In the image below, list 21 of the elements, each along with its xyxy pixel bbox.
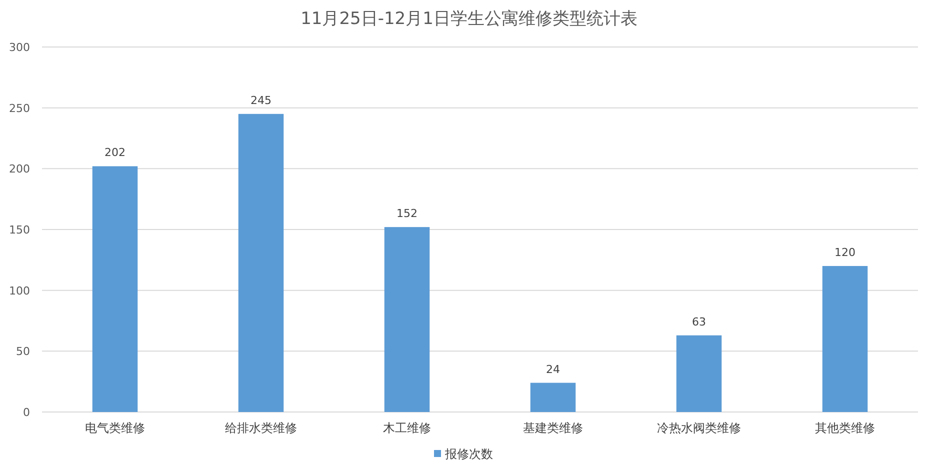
data-label: 202 bbox=[104, 146, 126, 160]
y-tick-label: 200 bbox=[9, 162, 30, 176]
x-tick-label: 冷热水阀类维修 bbox=[657, 421, 741, 435]
chart-title: 11月25日-12月1日学生公寓维修类型统计表 bbox=[300, 9, 638, 29]
data-label: 152 bbox=[396, 207, 418, 220]
y-tick-label: 0 bbox=[23, 406, 30, 419]
data-label: 63 bbox=[692, 315, 706, 328]
data-label: 24 bbox=[546, 362, 560, 376]
y-tick-label: 50 bbox=[16, 345, 30, 358]
y-tick-label: 250 bbox=[9, 102, 30, 115]
y-tick-label: 300 bbox=[9, 41, 30, 54]
x-tick-label: 其他类维修 bbox=[815, 421, 875, 435]
y-tick-label: 100 bbox=[9, 284, 30, 298]
data-label: 245 bbox=[250, 94, 272, 107]
x-tick-label: 给排水类维修 bbox=[225, 421, 297, 435]
x-tick-label: 基建类维修 bbox=[523, 421, 583, 435]
x-tick-label: 木工维修 bbox=[383, 421, 431, 435]
y-tick-label: 150 bbox=[9, 224, 30, 236]
x-tick-label: 电气类维修 bbox=[85, 421, 145, 435]
data-label: 120 bbox=[834, 246, 856, 259]
legend-label: 报修次数 bbox=[444, 447, 493, 461]
